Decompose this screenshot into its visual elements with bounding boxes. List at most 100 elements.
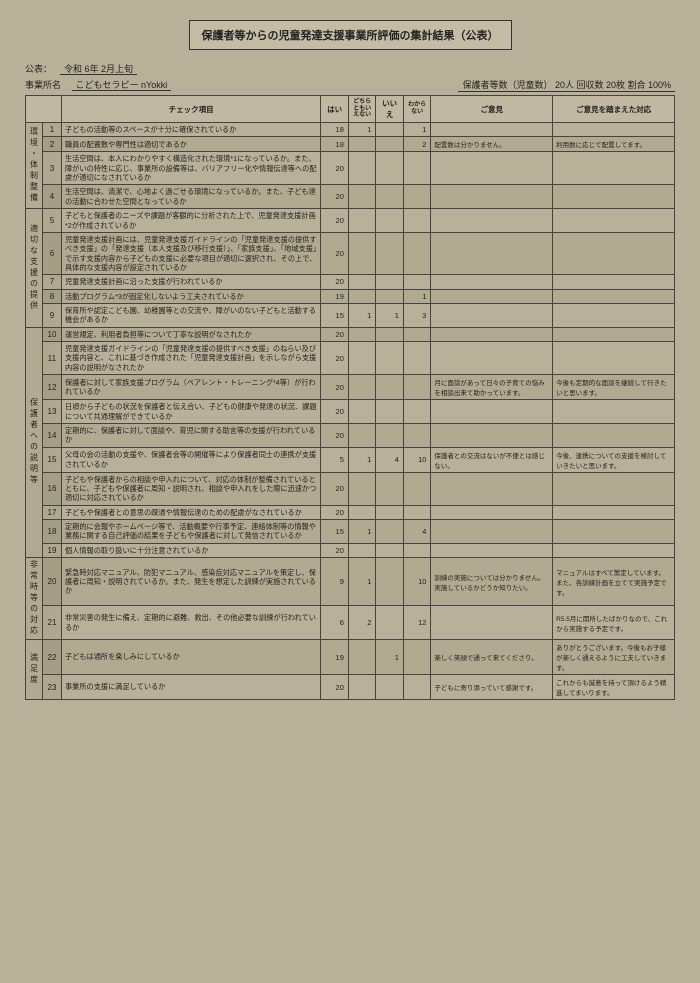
cell-n: 4 — [42, 185, 61, 209]
cell-m — [348, 185, 376, 209]
cell-y: 20 — [321, 327, 349, 341]
cell-op — [431, 289, 553, 303]
table-row: 満足度22子どもは通所を楽しみにしているか191楽しく笑顔で通って来てくださり。… — [26, 640, 675, 675]
cell-item: 生活空間は、清潔で、心地よく過ごせる環境になっているか。また、子ども達の活動に合… — [61, 185, 320, 209]
cell-y: 20 — [321, 543, 349, 557]
cell-item: 生活空間は、本人にわかりやすく構造化された環境*1になっているか。また、障がいの… — [61, 152, 320, 185]
cell-m — [348, 472, 376, 505]
table-row: 適切な支援の提供5子どもと保護者のニーズや課題が客観的に分析された上で、児童発達… — [26, 209, 675, 233]
table-row: 15父母の会の活動の支援や、保護者会等の開催等により保護者同士の連携が支援されて… — [26, 447, 675, 472]
table-row: 14定期的に、保護者に対して面談や、育児に関する助言等の支援が行われているか20 — [26, 423, 675, 447]
category-label: 満足度 — [26, 640, 43, 700]
cell-y: 20 — [321, 472, 349, 505]
cell-m: 2 — [348, 605, 376, 639]
cell-m — [348, 640, 376, 675]
cell-item: 緊急時対応マニュアル、防犯マニュアル、感染症対応マニュアルを策定し、保護者に周知… — [61, 558, 320, 606]
cell-dk — [403, 543, 431, 557]
table-row: 2職員の配置数や専門性は適切であるか182配置数は分かりません。利用数に応じて配… — [26, 137, 675, 152]
cell-y: 20 — [321, 675, 349, 700]
table-row: 8活動プログラム*3が固定化しないよう工夫されているか191 — [26, 289, 675, 303]
cell-dk — [403, 640, 431, 675]
cell-item: 保育所や認定こども園、幼稚園等との交流や、障がいのない子どもと活動する機会がある… — [61, 304, 320, 328]
table-row: 19個人情報の取り扱いに十分注意されているか20 — [26, 543, 675, 557]
cell-y: 20 — [321, 232, 349, 274]
cell-no: 1 — [376, 304, 404, 328]
cell-no — [376, 423, 404, 447]
table-row: 12保護者に対して家族支援プログラム（ペアレント・トレーニング*4等）が行われて… — [26, 375, 675, 400]
cell-no — [376, 400, 404, 424]
cell-rs — [553, 185, 675, 209]
cell-m — [348, 275, 376, 289]
cell-dk — [403, 275, 431, 289]
cell-item: 父母の会の活動の支援や、保護者会等の開催等により保護者同士の連携が支援されている… — [61, 447, 320, 472]
cell-rs — [553, 342, 675, 375]
cell-no: 4 — [376, 447, 404, 472]
cell-op: 子どもに寄り添っていて感謝です。 — [431, 675, 553, 700]
cell-y: 5 — [321, 447, 349, 472]
cell-no — [376, 152, 404, 185]
cell-rs — [553, 472, 675, 505]
cell-op — [431, 123, 553, 137]
cell-dk — [403, 342, 431, 375]
cell-m — [348, 375, 376, 400]
cell-m — [348, 137, 376, 152]
cell-m — [348, 152, 376, 185]
cell-op — [431, 275, 553, 289]
cell-y: 18 — [321, 123, 349, 137]
category-label: 非常時等の対応 — [26, 558, 43, 640]
cell-rs — [553, 209, 675, 233]
cell-item: 定期的に、保護者に対して面談や、育児に関する助言等の支援が行われているか — [61, 423, 320, 447]
cell-n: 17 — [42, 505, 61, 519]
table-row: 7児童発達支援計画に沿った支援が行われているか20 — [26, 275, 675, 289]
cell-no — [376, 605, 404, 639]
cell-n: 13 — [42, 400, 61, 424]
cell-item: 保護者に対して家族支援プログラム（ペアレント・トレーニング*4等）が行われている… — [61, 375, 320, 400]
cell-rs: R5.5月に開所したばかりなので、これから実施する予定です。 — [553, 605, 675, 639]
table-row: 6児童発達支援計画には、児童発達支援ガイドラインの「児童発達支援の提供すべき支援… — [26, 232, 675, 274]
cell-no — [376, 520, 404, 544]
cell-dk — [403, 209, 431, 233]
cell-op — [431, 520, 553, 544]
cell-no — [376, 232, 404, 274]
cell-rs — [553, 289, 675, 303]
cell-item: 児童発達支援計画に沿った支援が行われているか — [61, 275, 320, 289]
cell-no — [376, 209, 404, 233]
cell-rs — [553, 327, 675, 341]
table-row: 3生活空間は、本人にわかりやすく構造化された環境*1になっているか。また、障がい… — [26, 152, 675, 185]
cell-op — [431, 232, 553, 274]
cell-rs — [553, 232, 675, 274]
cell-y: 20 — [321, 152, 349, 185]
cell-rs — [553, 520, 675, 544]
cell-dk — [403, 400, 431, 424]
cell-m — [348, 342, 376, 375]
cell-no — [376, 275, 404, 289]
cell-n: 3 — [42, 152, 61, 185]
cell-n: 19 — [42, 543, 61, 557]
cell-m: 1 — [348, 304, 376, 328]
cell-no — [376, 137, 404, 152]
h-dk: わからない — [403, 96, 431, 123]
cell-rs — [553, 505, 675, 519]
cell-item: 運営規定、利用者負担等について丁寧な説明がなされたか — [61, 327, 320, 341]
cell-no — [376, 185, 404, 209]
cell-n: 5 — [42, 209, 61, 233]
cell-no — [376, 327, 404, 341]
h-no: いいえ — [376, 96, 404, 123]
cell-n: 2 — [42, 137, 61, 152]
guardian-count: 保護者等数（児童数） 20人 回収数 20枚 割合 100% — [458, 78, 675, 92]
cell-m — [348, 675, 376, 700]
cell-rs — [553, 304, 675, 328]
cell-no — [376, 558, 404, 606]
header-row: チェック項目 はい どちらともいえない いいえ わからない ご意見 ご意見を踏ま… — [26, 96, 675, 123]
cell-y: 20 — [321, 342, 349, 375]
biz-label: 事業所名 — [25, 80, 61, 90]
cell-no — [376, 342, 404, 375]
pub-label: 公表： — [25, 64, 52, 74]
cell-rs: ありがとうございます。今後もお子様が楽しく通えるように工夫していきます。 — [553, 640, 675, 675]
cell-no — [376, 289, 404, 303]
cell-m — [348, 327, 376, 341]
cell-op: 楽しく笑顔で通って来てくださり。 — [431, 640, 553, 675]
cell-dk: 10 — [403, 447, 431, 472]
category-label: 適切な支援の提供 — [26, 209, 43, 328]
cell-item: 児童発達支援計画には、児童発達支援ガイドラインの「児童発達支援の提供すべき支援」… — [61, 232, 320, 274]
